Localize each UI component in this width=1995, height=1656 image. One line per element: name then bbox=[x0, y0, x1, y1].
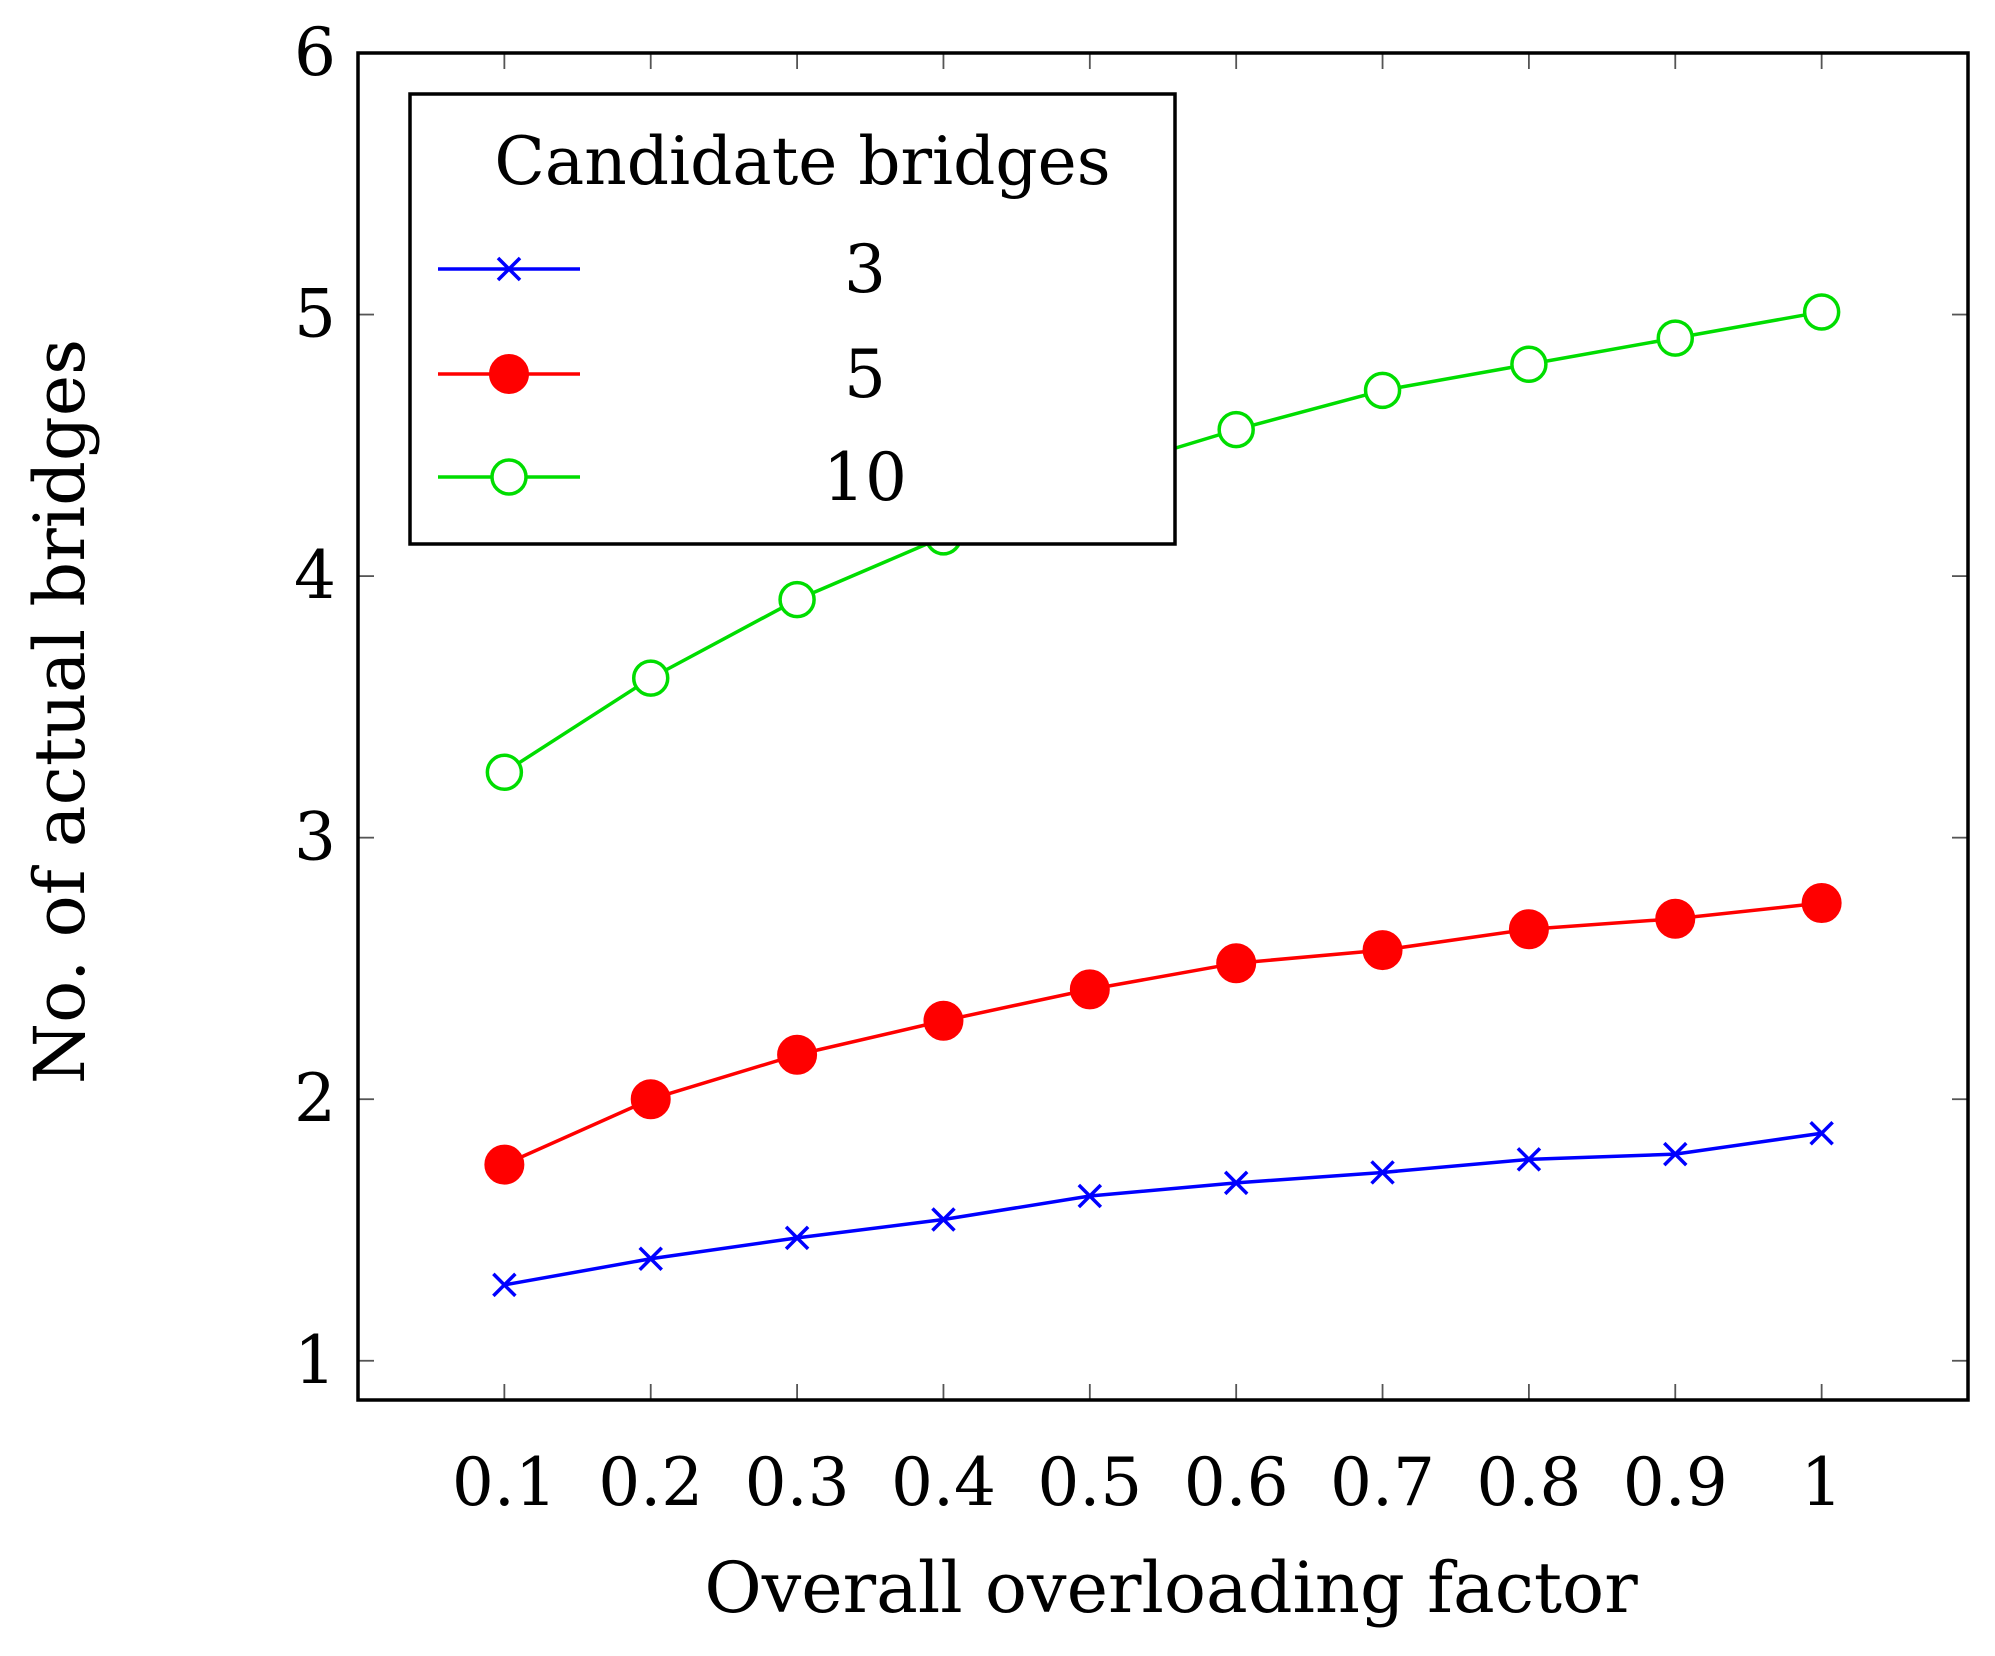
x-tick-label: 1 bbox=[1801, 1444, 1843, 1521]
data-point-5 bbox=[1508, 909, 1549, 950]
data-point-3 bbox=[784, 1225, 810, 1251]
data-point-5 bbox=[1216, 943, 1257, 984]
x-tick-label: 0.7 bbox=[1330, 1444, 1435, 1521]
legend-entry-5: 5 bbox=[438, 336, 886, 413]
series-3 bbox=[492, 1120, 1834, 1298]
x-tick-label: 0.1 bbox=[452, 1444, 557, 1521]
legend-marker-10 bbox=[490, 458, 528, 496]
data-point-5 bbox=[1362, 930, 1403, 971]
legend-label-3: 3 bbox=[844, 231, 886, 308]
data-point-10 bbox=[1363, 371, 1402, 410]
data-point-5 bbox=[1655, 898, 1696, 939]
data-point-10 bbox=[1217, 410, 1255, 449]
x-tick-label: 0.4 bbox=[891, 1444, 996, 1521]
data-point-10 bbox=[778, 580, 816, 619]
data-point-5 bbox=[923, 1000, 964, 1041]
y-tick-label: 2 bbox=[294, 1060, 336, 1137]
data-point-3 bbox=[638, 1246, 663, 1271]
data-point-3 bbox=[1223, 1170, 1249, 1196]
legend-label-10: 10 bbox=[823, 439, 907, 516]
y-tick-labels: 1 2 3 4 5 6 bbox=[294, 14, 336, 1399]
data-point-5 bbox=[1801, 883, 1842, 924]
legend-box bbox=[408, 92, 1177, 546]
y-tick-label: 1 bbox=[294, 1322, 336, 1399]
legend-title: Candidate bridges bbox=[494, 123, 1110, 200]
y-tick-label: 6 bbox=[294, 14, 336, 91]
y-axis-label: No. of actual bridges bbox=[19, 339, 101, 1084]
data-point-10 bbox=[1656, 319, 1695, 357]
y-tick-label: 4 bbox=[294, 537, 336, 614]
data-point-3 bbox=[931, 1207, 956, 1232]
x-tick-labels: 0.1 0.2 0.3 0.4 0.5 0.6 0.7 0.8 0.9 1 bbox=[452, 1444, 1843, 1521]
x-tick-label: 0.3 bbox=[745, 1444, 850, 1521]
data-point-3 bbox=[1077, 1183, 1103, 1209]
legend-entry-10: 10 bbox=[438, 439, 907, 516]
data-point-3 bbox=[1370, 1160, 1395, 1185]
data-point-5 bbox=[1069, 969, 1110, 1010]
legend: Candidate bridges 3 5 10 bbox=[408, 92, 1177, 546]
x-tick-label: 0.5 bbox=[1037, 1444, 1142, 1521]
x-tick-label: 0.2 bbox=[598, 1444, 703, 1521]
x-tick-label: 0.9 bbox=[1623, 1444, 1728, 1521]
x-tick-label: 0.6 bbox=[1184, 1444, 1289, 1521]
legend-marker-3 bbox=[496, 256, 522, 282]
data-point-10 bbox=[1510, 345, 1548, 383]
legend-entry-3: 3 bbox=[438, 231, 886, 308]
series-5 bbox=[484, 883, 1842, 1185]
data-point-5 bbox=[630, 1079, 671, 1120]
series-line-3 bbox=[504, 1131, 1822, 1287]
y-tick-label: 3 bbox=[294, 799, 336, 876]
legend-marker-5 bbox=[489, 354, 529, 394]
legend-label-5: 5 bbox=[844, 336, 886, 413]
axis-ticks bbox=[358, 52, 1968, 1400]
data-point-3 bbox=[1663, 1141, 1688, 1167]
legend-entries: 3 5 10 bbox=[438, 231, 907, 516]
x-axis-label: Overall overloading factor bbox=[704, 1547, 1638, 1629]
data-point-3 bbox=[492, 1272, 517, 1298]
data-point-5 bbox=[777, 1034, 818, 1075]
y-tick-label: 5 bbox=[294, 276, 336, 353]
data-point-5 bbox=[484, 1144, 525, 1185]
data-point-3 bbox=[1516, 1147, 1542, 1172]
data-point-10 bbox=[1802, 293, 1841, 331]
data-point-10 bbox=[485, 753, 524, 792]
x-tick-label: 0.8 bbox=[1476, 1444, 1581, 1521]
data-point-3 bbox=[1809, 1120, 1834, 1146]
data-point-10 bbox=[631, 659, 670, 697]
plot-frame bbox=[356, 51, 1970, 1402]
series-line-5 bbox=[503, 901, 1822, 1167]
